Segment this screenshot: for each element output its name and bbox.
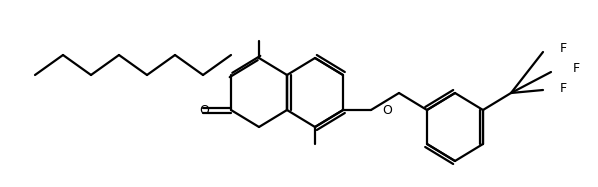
Text: O: O [382,103,392,117]
Text: O: O [199,103,209,117]
Text: F: F [560,42,566,54]
Text: F: F [560,82,566,94]
Text: F: F [572,62,579,74]
